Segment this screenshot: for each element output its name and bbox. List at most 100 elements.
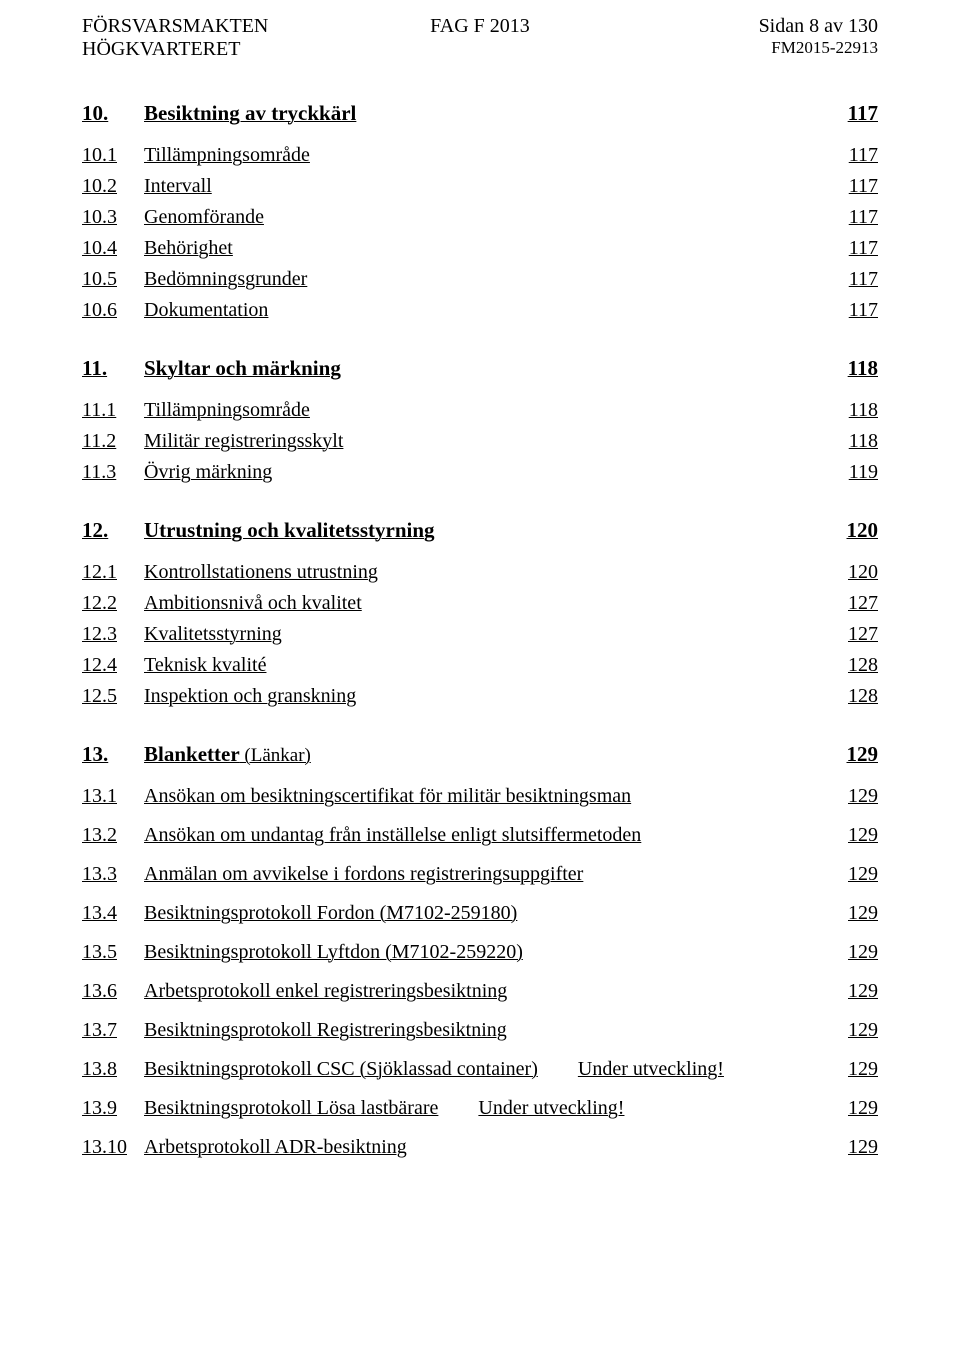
toc-item-num: 13.1 (82, 785, 144, 808)
toc-item-label: Inspektion och granskning (144, 685, 356, 708)
toc-item-label: Övrig märkning (144, 461, 272, 484)
toc-item[interactable]: 10.6Dokumentation117 (82, 299, 878, 322)
toc-item[interactable]: 13.3Anmälan om avvikelse i fordons regis… (82, 863, 878, 886)
toc-item[interactable]: 10.4Behörighet117 (82, 237, 878, 260)
toc-item[interactable]: 11.2Militär registreringsskylt118 (82, 430, 878, 453)
toc-item-page: 129 (848, 1097, 878, 1120)
toc-section-page: 129 (847, 742, 879, 767)
toc-item-num: 13.9 (82, 1097, 144, 1120)
toc-item-label: Dokumentation (144, 299, 268, 322)
toc-item[interactable]: 13.6Arbetsprotokoll enkel registreringsb… (82, 980, 878, 1003)
toc-label-wrap: Intervall (144, 175, 849, 198)
toc-item-page: 129 (848, 863, 878, 886)
toc-label-wrap: Inspektion och granskning (144, 685, 848, 708)
toc-item-label: Arbetsprotokoll enkel registreringsbesik… (144, 980, 507, 1003)
toc-item[interactable]: 13.10Arbetsprotokoll ADR-besiktning129 (82, 1136, 878, 1159)
header-doc-title: FAG F 2013 (347, 15, 612, 38)
toc-item-label: Besiktningsprotokoll Registreringsbesikt… (144, 1019, 507, 1042)
toc-item-label: Besiktningsprotokoll Lösa lastbärare (144, 1097, 438, 1120)
toc-item-page: 127 (848, 592, 878, 615)
toc-item-insert: Under utveckling! (478, 1097, 624, 1120)
toc-item-page: 118 (849, 430, 878, 453)
toc-section-heading[interactable]: 12.Utrustning och kvalitetsstyrning120 (82, 518, 878, 543)
toc-item-page: 117 (849, 299, 878, 322)
toc-item-num: 13.3 (82, 863, 144, 886)
toc-item-page: 117 (849, 144, 878, 167)
toc-item[interactable]: 12.5Inspektion och granskning 128 (82, 685, 878, 708)
toc-item-label: Kontrollstationens utrustning (144, 561, 378, 584)
toc-item-label: Besiktningsprotokoll Lyftdon (M7102-2592… (144, 941, 523, 964)
toc-section-num: 10. (82, 101, 144, 126)
toc-label-wrap: Arbetsprotokoll ADR-besiktning (144, 1136, 848, 1159)
toc-item[interactable]: 12.4Teknisk kvalité128 (82, 654, 878, 677)
header-org-2: HÖGKVARTERET (82, 38, 347, 61)
toc-item[interactable]: 13.2Ansökan om undantag från inställelse… (82, 824, 878, 847)
toc-section-label: Besiktning av tryckkärl (144, 101, 356, 126)
toc-item-page: 127 (848, 623, 878, 646)
toc-item-num: 13.2 (82, 824, 144, 847)
toc-item-label: Besiktningsprotokoll Fordon (M7102-25918… (144, 902, 517, 925)
toc-item-label: Behörighet (144, 237, 233, 260)
toc-item[interactable]: 11.3Övrig märkning119 (82, 461, 878, 484)
toc-item[interactable]: 12.2Ambitionsnivå och kvalitet127 (82, 592, 878, 615)
toc-label-wrap: Genomförande (144, 206, 849, 229)
toc-item-label: Tillämpningsområde (144, 399, 310, 422)
document-page: FÖRSVARSMAKTEN FAG F 2013 Sidan 8 av 130… (0, 0, 960, 1215)
toc-section-num: 13. (82, 742, 144, 767)
toc-item[interactable]: 13.7Besiktningsprotokoll Registreringsbe… (82, 1019, 878, 1042)
toc-label-wrap: Tillämpningsområde (144, 144, 849, 167)
toc-item[interactable]: 12.1Kontrollstationens utrustning120 (82, 561, 878, 584)
toc-section-page: 118 (848, 356, 878, 381)
toc-label-wrap: Utrustning och kvalitetsstyrning (144, 518, 847, 543)
toc-item-num: 12.5 (82, 685, 144, 708)
toc-item[interactable]: 13.1Ansökan om besiktningscertifikat för… (82, 785, 878, 808)
header-spacer (347, 38, 612, 61)
toc-section-num: 11. (82, 356, 144, 381)
toc-section-heading[interactable]: 13.Blanketter (Länkar) 129 (82, 742, 878, 767)
header-ref: FM2015-22913 (613, 38, 878, 61)
toc-item-label: Intervall (144, 175, 212, 198)
toc-item-label: Ambitionsnivå och kvalitet (144, 592, 362, 615)
toc-item-num: 10.2 (82, 175, 144, 198)
toc-item-page: 119 (849, 461, 878, 484)
toc-item-page: 128 (848, 685, 878, 708)
toc-section-heading[interactable]: 11.Skyltar och märkning118 (82, 356, 878, 381)
toc-item-num: 10.5 (82, 268, 144, 291)
toc-item-page: 117 (849, 175, 878, 198)
toc-item-page: 129 (848, 1019, 878, 1042)
toc-item-label: Genomförande (144, 206, 264, 229)
toc-item[interactable]: 10.5Bedömningsgrunder117 (82, 268, 878, 291)
toc-item-num: 10.3 (82, 206, 144, 229)
toc-item-num: 13.5 (82, 941, 144, 964)
page-header: FÖRSVARSMAKTEN FAG F 2013 Sidan 8 av 130 (82, 15, 878, 38)
toc-item[interactable]: 11.1Tillämpningsområde118 (82, 399, 878, 422)
toc-item[interactable]: 10.2Intervall 117 (82, 175, 878, 198)
toc-item-page: 128 (848, 654, 878, 677)
toc-item[interactable]: 13.5Besiktningsprotokoll Lyftdon (M7102-… (82, 941, 878, 964)
toc-item[interactable]: 10.3Genomförande117 (82, 206, 878, 229)
toc-item-label: Militär registreringsskylt (144, 430, 343, 453)
toc-label-wrap: Behörighet (144, 237, 849, 260)
toc-item-num: 13.4 (82, 902, 144, 925)
toc-section-heading[interactable]: 10.Besiktning av tryckkärl 117 (82, 101, 878, 126)
toc-item[interactable]: 10.1Tillämpningsområde 117 (82, 144, 878, 167)
toc-item[interactable]: 12.3Kvalitetsstyrning127 (82, 623, 878, 646)
toc-item[interactable]: 13.9Besiktningsprotokoll Lösa lastbärare… (82, 1097, 878, 1120)
toc-section-label: Utrustning och kvalitetsstyrning (144, 518, 435, 543)
page-header-row-2: HÖGKVARTERET FM2015-22913 (82, 38, 878, 61)
toc-label-wrap: Besiktningsprotokoll Registreringsbesikt… (144, 1019, 848, 1042)
toc-section-page: 117 (848, 101, 878, 126)
toc-label-wrap: Tillämpningsområde (144, 399, 849, 422)
toc-item-page: 129 (848, 941, 878, 964)
toc-item-num: 12.3 (82, 623, 144, 646)
toc-label-wrap: Ansökan om undantag från inställelse enl… (144, 824, 848, 847)
toc-item-label: Tillämpningsområde (144, 144, 310, 167)
toc-item-insert: Under utveckling! (578, 1058, 724, 1081)
toc-label-wrap: Övrig märkning (144, 461, 849, 484)
toc-item-num: 10.1 (82, 144, 144, 167)
toc-label-wrap: Skyltar och märkning (144, 356, 848, 381)
toc-section-label: Blanketter (Länkar) (144, 742, 311, 767)
toc-item[interactable]: 13.4Besiktningsprotokoll Fordon (M7102-2… (82, 902, 878, 925)
toc-item[interactable]: 13.8Besiktningsprotokoll CSC (Sjöklassad… (82, 1058, 878, 1081)
toc-item-page: 117 (849, 237, 878, 260)
